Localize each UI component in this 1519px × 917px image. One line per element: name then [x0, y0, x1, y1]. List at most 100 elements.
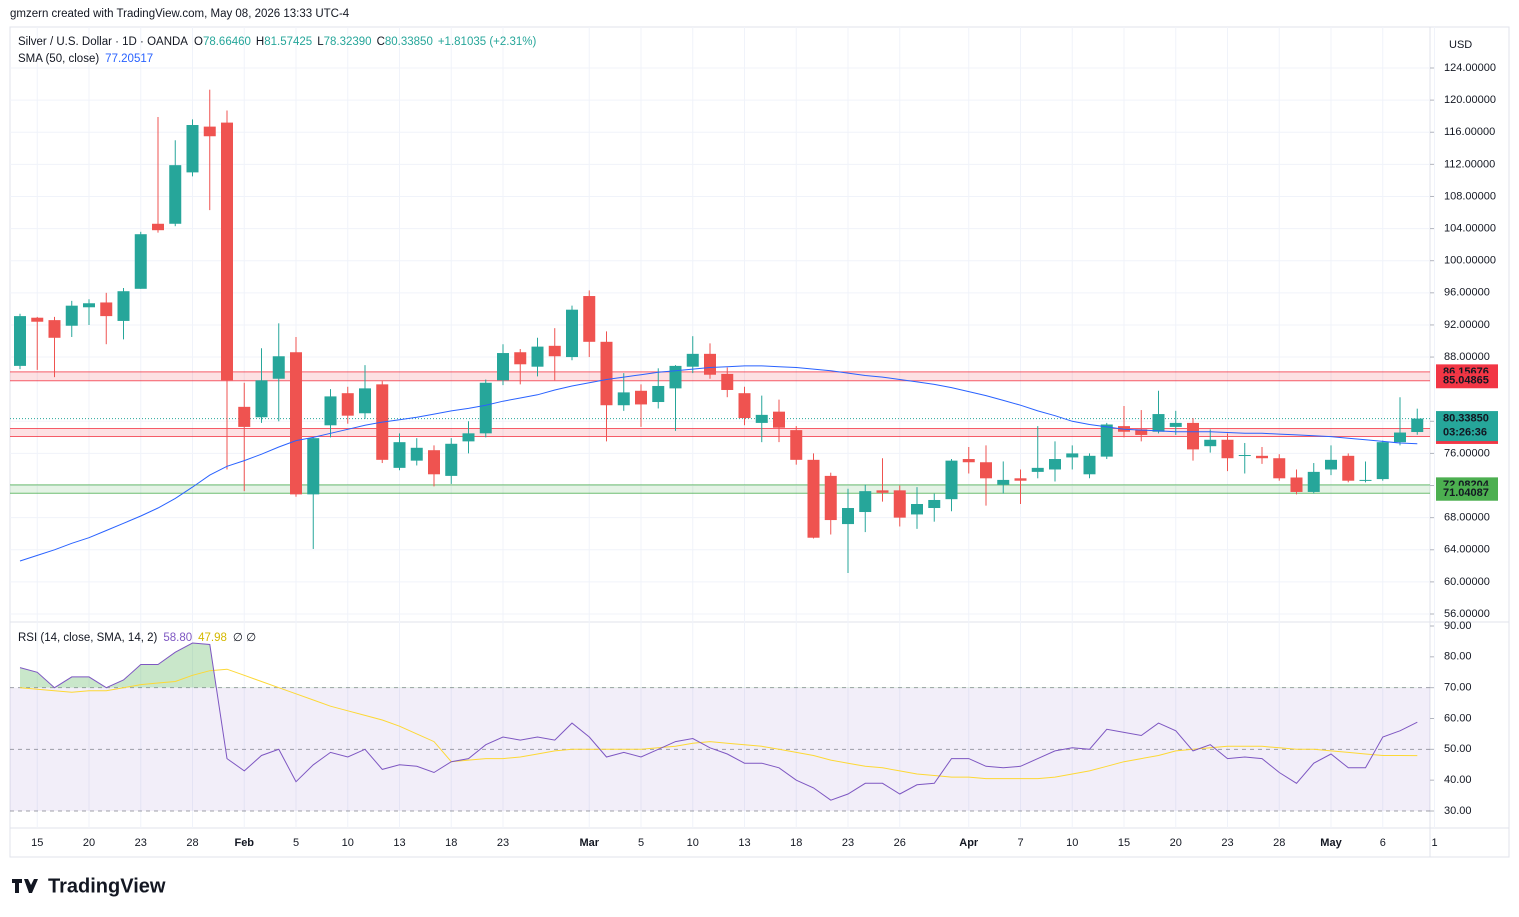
overbought-fill — [20, 643, 1418, 688]
candle-body — [600, 341, 613, 406]
candle-body — [721, 373, 734, 390]
rsi-line — [19, 642, 1418, 801]
candle-body — [704, 353, 716, 375]
candle-body — [1273, 458, 1286, 479]
countdown: 03:26:36 — [1443, 426, 1487, 438]
rsi-label: RSI (14, close, SMA, 14, 2) — [18, 632, 158, 644]
rsi-extra: ∅ ∅ — [233, 632, 256, 644]
y-tick-label: 96.00000 — [1444, 287, 1490, 299]
x-tick-label: 18 — [790, 837, 802, 849]
candle-body — [462, 433, 475, 442]
candle-body — [635, 390, 647, 405]
rsi-pane — [10, 642, 1430, 812]
rsi-y-tick-label: 60.00 — [1444, 712, 1472, 724]
x-tick-label: Apr — [959, 837, 979, 849]
candle-body — [169, 165, 182, 224]
candle-body — [514, 352, 527, 365]
candle-body — [1394, 432, 1406, 443]
ohlc-key: H — [256, 36, 264, 48]
candle-body — [980, 462, 992, 479]
change: +1.81035 (+2.31%) — [438, 36, 537, 48]
zone — [10, 484, 1430, 494]
candle-body — [1031, 467, 1044, 472]
x-tick-label: 28 — [1273, 837, 1285, 849]
y-tick-label: 104.00000 — [1444, 222, 1496, 234]
candle-body — [1152, 414, 1165, 432]
credit: gmzern created with TradingView.com, May… — [10, 8, 350, 20]
candle-body — [445, 443, 458, 476]
rsi-signal-value: 47.98 — [198, 632, 227, 644]
y-tick-label: 100.00000 — [1444, 255, 1496, 267]
candle-body — [428, 450, 440, 475]
y-tick-label: 88.00000 — [1444, 351, 1490, 363]
ohlc-value: 80.33850 — [385, 36, 433, 48]
price-tag — [1436, 411, 1498, 442]
candle-body — [1238, 455, 1251, 457]
zone — [10, 428, 1430, 437]
candles — [14, 89, 1424, 574]
candle-body — [583, 296, 596, 342]
rsi-y-tick-label: 70.00 — [1444, 682, 1472, 694]
x-tick-label: Feb — [234, 837, 254, 849]
candle-body — [755, 414, 768, 423]
ohlc-value: 78.66460 — [203, 36, 251, 48]
candle-body — [307, 438, 320, 495]
logo: TradingView — [12, 875, 166, 897]
candle-body — [410, 447, 423, 461]
candle-body — [1187, 422, 1199, 450]
candle-body — [1256, 455, 1268, 459]
candle-body — [324, 396, 337, 426]
y-tick-label: 116.00000 — [1444, 126, 1495, 138]
candle-body — [566, 309, 578, 358]
y-tick-label: 92.00000 — [1444, 319, 1490, 331]
symbol: Silver / U.S. Dollar · 1D · OANDA — [18, 36, 188, 48]
x-tick-label: 23 — [842, 837, 854, 849]
x-tick-label: 23 — [497, 837, 509, 849]
candle-body — [652, 385, 665, 403]
rsi-y-tick-label: 50.00 — [1444, 743, 1472, 755]
candle-body — [48, 320, 61, 338]
candle-body — [893, 490, 906, 518]
candle-body — [1135, 429, 1148, 435]
price-tag-label: 80.33850 — [1443, 412, 1489, 424]
candle-body — [1221, 439, 1234, 459]
candle-body — [1204, 439, 1217, 447]
y-tick-label: 60.00000 — [1444, 576, 1490, 588]
x-tick-label: 10 — [1066, 837, 1078, 849]
sma-legend: SMA (50, close) 77.20517 — [18, 53, 153, 65]
y-tick-label: 68.00000 — [1444, 512, 1490, 524]
candle-body — [393, 442, 406, 468]
y-tick-label: 112.00000 — [1444, 158, 1495, 170]
ohlc-key: C — [377, 36, 385, 48]
candle-body — [928, 499, 941, 509]
candle-body — [1325, 459, 1337, 470]
candle-body — [1307, 471, 1320, 492]
candle-body — [186, 125, 199, 173]
x-tick-label: 5 — [293, 837, 299, 849]
candle-body — [1290, 477, 1303, 492]
y-tick-label: 56.00000 — [1444, 608, 1490, 620]
x-tick-label: 15 — [1118, 837, 1130, 849]
candle-body — [1014, 478, 1027, 481]
y-tick-label: 120.00000 — [1444, 94, 1496, 106]
symbol-legend: Silver / U.S. Dollar · 1D · OANDA O78.664… — [18, 36, 536, 48]
candle-body — [100, 302, 113, 317]
candle-body — [497, 353, 509, 381]
candle-body — [31, 317, 44, 322]
candle-body — [738, 393, 751, 419]
price-tag-label: 85.04865 — [1443, 375, 1489, 387]
candle-body — [1411, 418, 1424, 433]
candle-body — [238, 406, 251, 427]
ohlc-key: O — [194, 36, 203, 48]
y-tick-label: 76.00000 — [1444, 447, 1490, 459]
x-tick-label: Mar — [579, 837, 599, 849]
candle-body — [272, 356, 285, 379]
x-tick-label: May — [1320, 837, 1342, 849]
candle-body — [824, 475, 837, 521]
candle-body — [773, 411, 785, 428]
rsi-legend: RSI (14, close, SMA, 14, 2) 58.80 47.98 ∅ ∅ — [18, 632, 256, 644]
candle-body — [531, 346, 544, 367]
candle-body — [359, 388, 371, 414]
y-tick-label: 124.00000 — [1444, 62, 1496, 74]
candle-body — [911, 503, 923, 515]
